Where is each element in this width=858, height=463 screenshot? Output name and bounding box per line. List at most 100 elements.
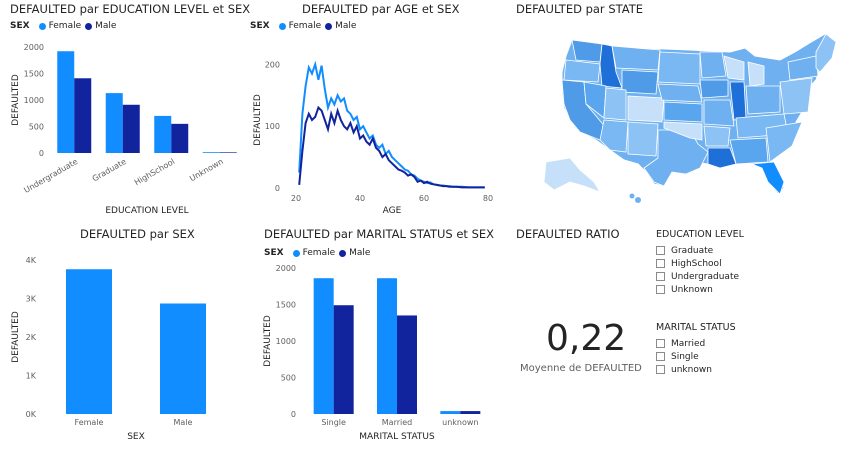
education-option-graduate[interactable]: Graduate bbox=[656, 244, 744, 257]
x-tick-label: 80 bbox=[483, 194, 493, 203]
state-georgia-carolinas[interactable] bbox=[765, 121, 803, 163]
marital-legend-female[interactable]: Female bbox=[289, 248, 335, 258]
state-new-york[interactable] bbox=[787, 55, 819, 81]
state-arizona[interactable] bbox=[599, 119, 629, 153]
x-axis-label: AGE bbox=[383, 206, 402, 216]
state-utah[interactable] bbox=[603, 87, 627, 121]
x-tick-label: Undergraduate bbox=[22, 157, 79, 195]
marital-option-single[interactable]: Single bbox=[656, 350, 736, 363]
marital-legend-male[interactable]: Male bbox=[335, 248, 370, 258]
line-male[interactable] bbox=[298, 105, 485, 189]
marital-chart[interactable]: 0 500 1000 1500 2000 Single Married unknown MARI… bbox=[250, 256, 500, 450]
state-kansas[interactable] bbox=[663, 101, 703, 123]
legend-male-swatch bbox=[325, 22, 333, 30]
checkbox[interactable] bbox=[656, 339, 665, 348]
age-legend-label: SEX bbox=[250, 21, 270, 31]
ratio-value: 0,22 bbox=[546, 318, 627, 359]
edu-legend-male[interactable]: Male bbox=[81, 21, 116, 31]
legend-male-swatch bbox=[85, 22, 93, 30]
sex-chart-title: DEFAULTED par SEX bbox=[80, 227, 195, 241]
age-chart[interactable]: 0 100 200 20 40 60 80 AGE DEFAULTED bbox=[250, 30, 500, 220]
checkbox[interactable] bbox=[656, 365, 665, 374]
bar-unknown-male[interactable] bbox=[219, 152, 237, 153]
state-map[interactable] bbox=[540, 22, 850, 207]
checkbox[interactable] bbox=[656, 246, 665, 255]
checkbox[interactable] bbox=[656, 285, 665, 294]
edu-legend-female[interactable]: Female bbox=[35, 21, 81, 31]
state-minnesota[interactable] bbox=[699, 51, 727, 79]
state-new-mexico[interactable] bbox=[627, 121, 659, 157]
y-tick-label: 0K bbox=[26, 410, 37, 419]
option-label: Unknown bbox=[671, 284, 713, 295]
bar-graduate-male[interactable] bbox=[122, 104, 140, 153]
bar-highschool-male[interactable] bbox=[171, 123, 189, 153]
edu-chart[interactable]: 0 500 1000 1500 2000 Undergraduate Graduate Hig… bbox=[0, 30, 250, 220]
option-label: HighSchool bbox=[671, 258, 722, 269]
state-mississippi-alabama[interactable] bbox=[729, 137, 769, 165]
marital-option-unknown[interactable]: unknown bbox=[656, 363, 736, 376]
state-oklahoma[interactable] bbox=[663, 121, 703, 141]
checkbox[interactable] bbox=[656, 259, 665, 268]
x-tick-label: unknown bbox=[442, 418, 478, 427]
bar-single-male[interactable] bbox=[333, 305, 354, 414]
state-florida[interactable] bbox=[751, 161, 785, 195]
age-legend-female[interactable]: Female bbox=[275, 21, 321, 31]
state-washington[interactable] bbox=[571, 39, 603, 63]
y-tick-label: 500 bbox=[281, 374, 296, 383]
age-legend: SEX Female Male bbox=[250, 21, 356, 31]
state-wisconsin[interactable] bbox=[723, 55, 745, 81]
education-option-highschool[interactable]: HighSchool bbox=[656, 257, 744, 270]
state-michigan[interactable] bbox=[747, 61, 765, 87]
edu-legend-label: SEX bbox=[10, 21, 30, 31]
state-missouri[interactable] bbox=[703, 99, 735, 127]
state-nebraska[interactable] bbox=[657, 83, 703, 103]
state-virginia-pennsylvania[interactable] bbox=[779, 77, 813, 115]
y-tick-label: 1K bbox=[26, 372, 37, 381]
sex-chart[interactable]: 0K 1K 2K 3K 4K Female Male SEX DEFAULTED bbox=[0, 240, 250, 445]
bar-unknown-male[interactable] bbox=[460, 411, 481, 414]
state-hawaii[interactable] bbox=[629, 193, 635, 199]
state-montana[interactable] bbox=[611, 45, 661, 71]
state-wyoming[interactable] bbox=[621, 69, 659, 95]
y-tick-label: 500 bbox=[29, 123, 44, 132]
state-dakotas[interactable] bbox=[657, 51, 701, 85]
bar-single-female[interactable] bbox=[313, 278, 334, 414]
state-oregon[interactable] bbox=[563, 59, 601, 83]
ratio-label: Moyenne de DEFAULTED bbox=[520, 363, 642, 374]
age-chart-title: DEFAULTED par AGE et SEX bbox=[302, 2, 460, 16]
state-hawaii-island[interactable] bbox=[635, 197, 641, 203]
state-texas[interactable] bbox=[643, 129, 709, 187]
bar-graduate-female[interactable] bbox=[105, 93, 123, 153]
bar-married-male[interactable] bbox=[397, 315, 417, 414]
state-louisiana[interactable] bbox=[707, 147, 737, 169]
bar-unknown-female[interactable] bbox=[440, 411, 461, 414]
legend-female-swatch bbox=[38, 22, 46, 30]
state-alaska[interactable] bbox=[543, 157, 601, 193]
education-option-unknown[interactable]: Unknown bbox=[656, 283, 744, 296]
bar-undergraduate-female[interactable] bbox=[57, 51, 75, 153]
bar-highschool-female[interactable] bbox=[154, 115, 172, 153]
bar-unknown-female[interactable] bbox=[202, 152, 220, 153]
y-tick-label: 200 bbox=[265, 60, 280, 69]
state-new-england[interactable] bbox=[815, 33, 837, 73]
bar-female-value[interactable] bbox=[66, 269, 112, 414]
x-tick-label: Graduate bbox=[91, 157, 128, 184]
education-option-undergraduate[interactable]: Undergraduate bbox=[656, 270, 744, 283]
checkbox[interactable] bbox=[656, 272, 665, 281]
checkbox[interactable] bbox=[656, 352, 665, 361]
x-tick-label: 60 bbox=[419, 194, 429, 203]
state-colorado[interactable] bbox=[627, 95, 665, 123]
state-iowa[interactable] bbox=[699, 79, 729, 99]
x-tick-label: 40 bbox=[355, 194, 365, 203]
bar-undergraduate-male[interactable] bbox=[74, 78, 92, 153]
state-arkansas[interactable] bbox=[703, 125, 731, 147]
education-slicer-title: EDUCATION LEVEL bbox=[656, 229, 744, 240]
bar-married-female[interactable] bbox=[377, 278, 397, 414]
y-tick-label: 0 bbox=[275, 184, 280, 193]
age-legend-male[interactable]: Male bbox=[321, 21, 356, 31]
marital-option-married[interactable]: Married bbox=[656, 337, 736, 350]
y-tick-label: 4K bbox=[26, 256, 37, 265]
state-indiana-ohio[interactable] bbox=[745, 85, 781, 115]
option-label: Undergraduate bbox=[671, 271, 740, 282]
bar-male-value[interactable] bbox=[160, 303, 206, 414]
